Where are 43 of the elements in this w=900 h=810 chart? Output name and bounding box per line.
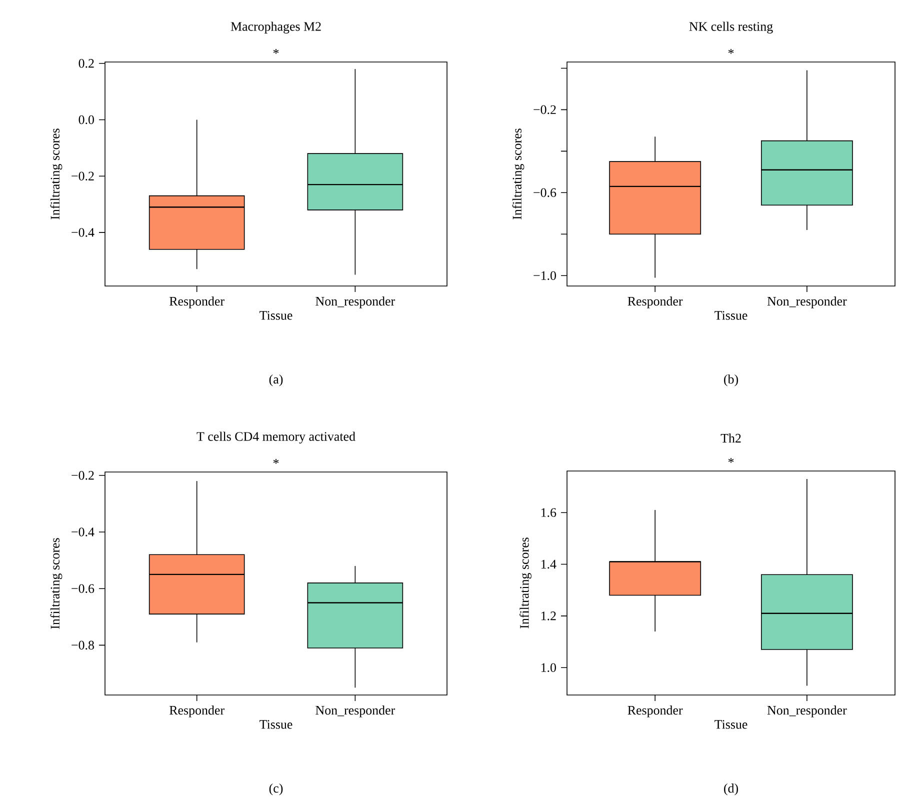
y-tick-label: 1.2 <box>541 612 556 620</box>
y-tick-label: −1.0 <box>534 271 556 280</box>
x-axis-title: Tissue <box>260 720 292 729</box>
x-tick-label: Responder <box>628 296 683 308</box>
text: (a) <box>269 374 283 386</box>
text: (b) <box>724 374 738 386</box>
y-tick-label: 1.6 <box>541 508 556 517</box>
y-axis-title: Infiltrating scores <box>50 128 62 220</box>
text: * <box>273 48 279 54</box>
text: * <box>728 48 734 54</box>
y-tick-label: −0.2 <box>72 172 94 181</box>
text: * <box>273 458 279 464</box>
y-axis-title: Infiltrating scores <box>50 538 62 629</box>
x-tick-label: Non_responder <box>767 706 847 718</box>
y-tick-label: 0.2 <box>78 59 94 68</box>
x-axis-title: Tissue <box>714 311 748 320</box>
y-tick-label: −0.6 <box>72 584 94 593</box>
y-tick-label: 1.4 <box>541 560 556 569</box>
y-tick-label: −0.4 <box>72 528 94 536</box>
y-tick-label: 1.0 <box>541 663 556 672</box>
chart-title: NK cells resting <box>689 22 773 34</box>
x-tick-label: Responder <box>170 706 224 718</box>
y-tick-label: 0.0 <box>78 115 94 124</box>
text: (c) <box>269 784 283 796</box>
x-axis-title: Tissue <box>714 720 748 729</box>
y-axis-title: Infiltrating scores <box>512 128 524 220</box>
chart-title: T cells CD4 memory activated <box>196 432 356 444</box>
x-tick-label: Non_responder <box>316 296 395 308</box>
chart-title: Th2 <box>720 434 741 443</box>
x-tick-label: Non_responder <box>767 296 847 308</box>
y-tick-label: −0.4 <box>72 228 94 237</box>
y-tick-label: −0.8 <box>72 640 94 650</box>
x-tick-label: Responder <box>170 296 224 308</box>
text: * <box>728 458 734 463</box>
y-tick-label: −0.2 <box>534 105 556 114</box>
y-axis-title: Infiltrating scores <box>520 538 532 628</box>
chart-title: Macrophages M2 <box>230 22 321 34</box>
x-axis-title: Tissue <box>260 311 292 320</box>
text: (d) <box>724 784 738 796</box>
x-tick-label: Non_responder <box>316 706 395 718</box>
y-tick-label: −0.2 <box>72 471 94 480</box>
x-tick-label: Responder <box>628 706 683 718</box>
y-tick-label: −0.6 <box>534 188 556 198</box>
